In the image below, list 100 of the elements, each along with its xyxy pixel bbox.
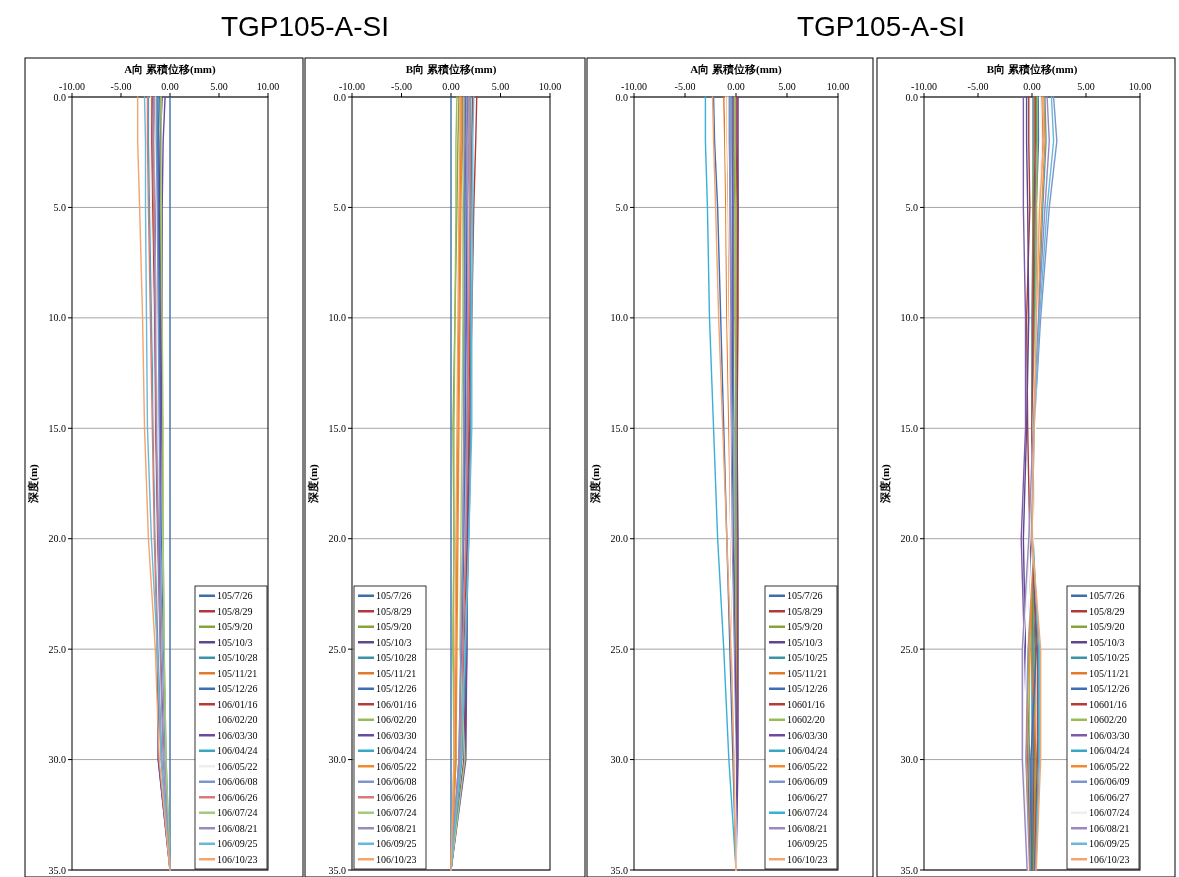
- text: 106/02/20: [217, 714, 258, 726]
- x-tick-label: -10.00: [911, 81, 937, 92]
- legend-label: 106/06/26: [217, 791, 258, 803]
- legend-label: 105/10/25: [1089, 652, 1130, 664]
- y-tick-label: 0.0: [53, 91, 66, 103]
- legend-label: 105/10/3: [1089, 636, 1125, 648]
- x-tick-label: -10.00: [339, 81, 365, 92]
- y-tick-label: 20.0: [328, 533, 346, 545]
- y-tick-label: 5.0: [905, 201, 918, 213]
- x-tick-label: 0.00: [1023, 81, 1041, 92]
- y-axis-title: 深度(m): [307, 463, 320, 504]
- y-axis-title: 深度(m): [589, 463, 602, 504]
- text: 106/06/27: [1089, 791, 1130, 803]
- legend-label: 106/06/08: [217, 776, 258, 788]
- legend-label: 105/12/26: [1089, 683, 1130, 695]
- legend-label: 106/08/21: [217, 822, 258, 834]
- legend-label: 106/01/16: [376, 698, 417, 710]
- y-tick-label: 30.0: [328, 754, 346, 766]
- text: 106/06/27: [787, 791, 828, 803]
- y-tick-label: 5.0: [53, 201, 66, 213]
- legend-label: 105/9/20: [376, 621, 412, 633]
- y-tick-label: 15.0: [900, 422, 918, 434]
- legend-label: 106/08/21: [787, 822, 828, 834]
- legend-label: 105/12/26: [217, 683, 258, 695]
- legend-label: 106/08/21: [1089, 822, 1130, 834]
- legend-label: 10601/16: [787, 698, 825, 710]
- legend-label: 105/9/20: [1089, 621, 1125, 633]
- legend-label: 105/7/26: [1089, 590, 1125, 602]
- legend-label: 105/10/25: [787, 652, 828, 664]
- x-tick-label: -5.00: [110, 81, 132, 92]
- legend-label: 106/08/21: [376, 822, 417, 834]
- legend-label: 106/10/23: [376, 853, 417, 865]
- y-tick-label: 10.0: [900, 312, 918, 324]
- legend-label: 106/04/24: [787, 745, 828, 757]
- x-tick-label: 5.00: [491, 81, 510, 92]
- legend-label: 106/07/24: [217, 807, 258, 819]
- legend-label: 106/06/09: [1089, 776, 1130, 788]
- x-tick-label: 5.00: [778, 81, 796, 92]
- y-tick-label: 20.0: [48, 533, 66, 545]
- legend-label: 106/05/22: [217, 760, 258, 772]
- legend-label: 106/04/24: [217, 745, 258, 757]
- legend-label: 106/03/30: [1089, 729, 1130, 741]
- y-tick-label: 30.0: [900, 754, 918, 766]
- x-tick-label: 0.00: [442, 81, 460, 92]
- legend-label: 105/7/26: [217, 590, 253, 602]
- legend-label: 106/06/09: [787, 776, 828, 788]
- y-tick-label: 0.0: [905, 91, 918, 103]
- y-tick-label: 20.0: [900, 533, 918, 545]
- y-axis-title: 深度(m): [879, 463, 892, 504]
- x-tick-label: 0.00: [161, 81, 179, 92]
- x-axis-title: B向 累積位移(mm): [986, 63, 1078, 76]
- y-tick-label: 25.0: [328, 643, 346, 655]
- x-axis-title: B向 累積位移(mm): [405, 63, 497, 76]
- y-tick-label: 25.0: [900, 643, 918, 655]
- y-tick-label: 15.0: [48, 422, 66, 434]
- legend-label: 106/07/24: [376, 807, 417, 819]
- legend-label: 106/07/24: [1089, 807, 1130, 819]
- legend-label: 105/11/21: [1089, 667, 1130, 679]
- y-tick-label: 35.0: [328, 864, 346, 876]
- legend-label: 105/8/29: [217, 605, 253, 617]
- legend-label: 105/10/3: [787, 636, 823, 648]
- y-tick-label: 25.0: [48, 643, 66, 655]
- x-axis-title: A向 累積位移(mm): [690, 63, 782, 76]
- legend-label: 106/05/22: [1089, 760, 1130, 772]
- legend-label: 106/03/30: [787, 729, 828, 741]
- legend-label: 106/09/25: [217, 838, 258, 850]
- legend-label: 106/05/22: [787, 760, 828, 772]
- legend-label: 106/05/22: [376, 760, 417, 772]
- legend-label: 105/10/3: [376, 636, 412, 648]
- x-tick-label: -5.00: [967, 81, 989, 92]
- y-tick-label: 30.0: [610, 754, 628, 766]
- legend-label: 105/11/21: [787, 667, 828, 679]
- legend-label: 106/06/08: [376, 776, 417, 788]
- legend-label: 105/7/26: [376, 590, 412, 602]
- legend-label: 105/8/29: [787, 605, 823, 617]
- legend-label: 106/03/30: [376, 729, 417, 741]
- legend-label: 105/10/28: [376, 652, 417, 664]
- legend-label: 106/03/30: [217, 729, 258, 741]
- y-tick-label: 35.0: [48, 864, 66, 876]
- legend-label: 105/8/29: [376, 605, 412, 617]
- x-tick-label: -5.00: [674, 81, 696, 92]
- x-tick-label: -5.00: [391, 81, 412, 92]
- y-tick-label: 15.0: [328, 422, 346, 434]
- legend-label: 105/7/26: [787, 590, 823, 602]
- legend-label: 106/01/16: [217, 698, 258, 710]
- legend-label: 106/10/23: [787, 853, 828, 865]
- x-tick-label: 0.00: [727, 81, 745, 92]
- legend-label: 106/09/25: [1089, 838, 1130, 850]
- y-tick-label: 10.0: [610, 312, 628, 324]
- chart-title: TGP105-A-SI: [796, 11, 966, 42]
- y-tick-label: 30.0: [48, 754, 66, 766]
- y-tick-label: 25.0: [610, 643, 628, 655]
- legend-label: 105/8/29: [1089, 605, 1125, 617]
- legend-label: 10602/20: [1089, 714, 1127, 726]
- legend-label: 10602/20: [787, 714, 825, 726]
- y-tick-label: 0.0: [615, 91, 628, 103]
- x-tick-label: 10.00: [1128, 81, 1152, 92]
- legend-label: 105/10/3: [217, 636, 253, 648]
- legend-label: 105/11/21: [376, 667, 417, 679]
- legend-label: 106/02/20: [376, 714, 417, 726]
